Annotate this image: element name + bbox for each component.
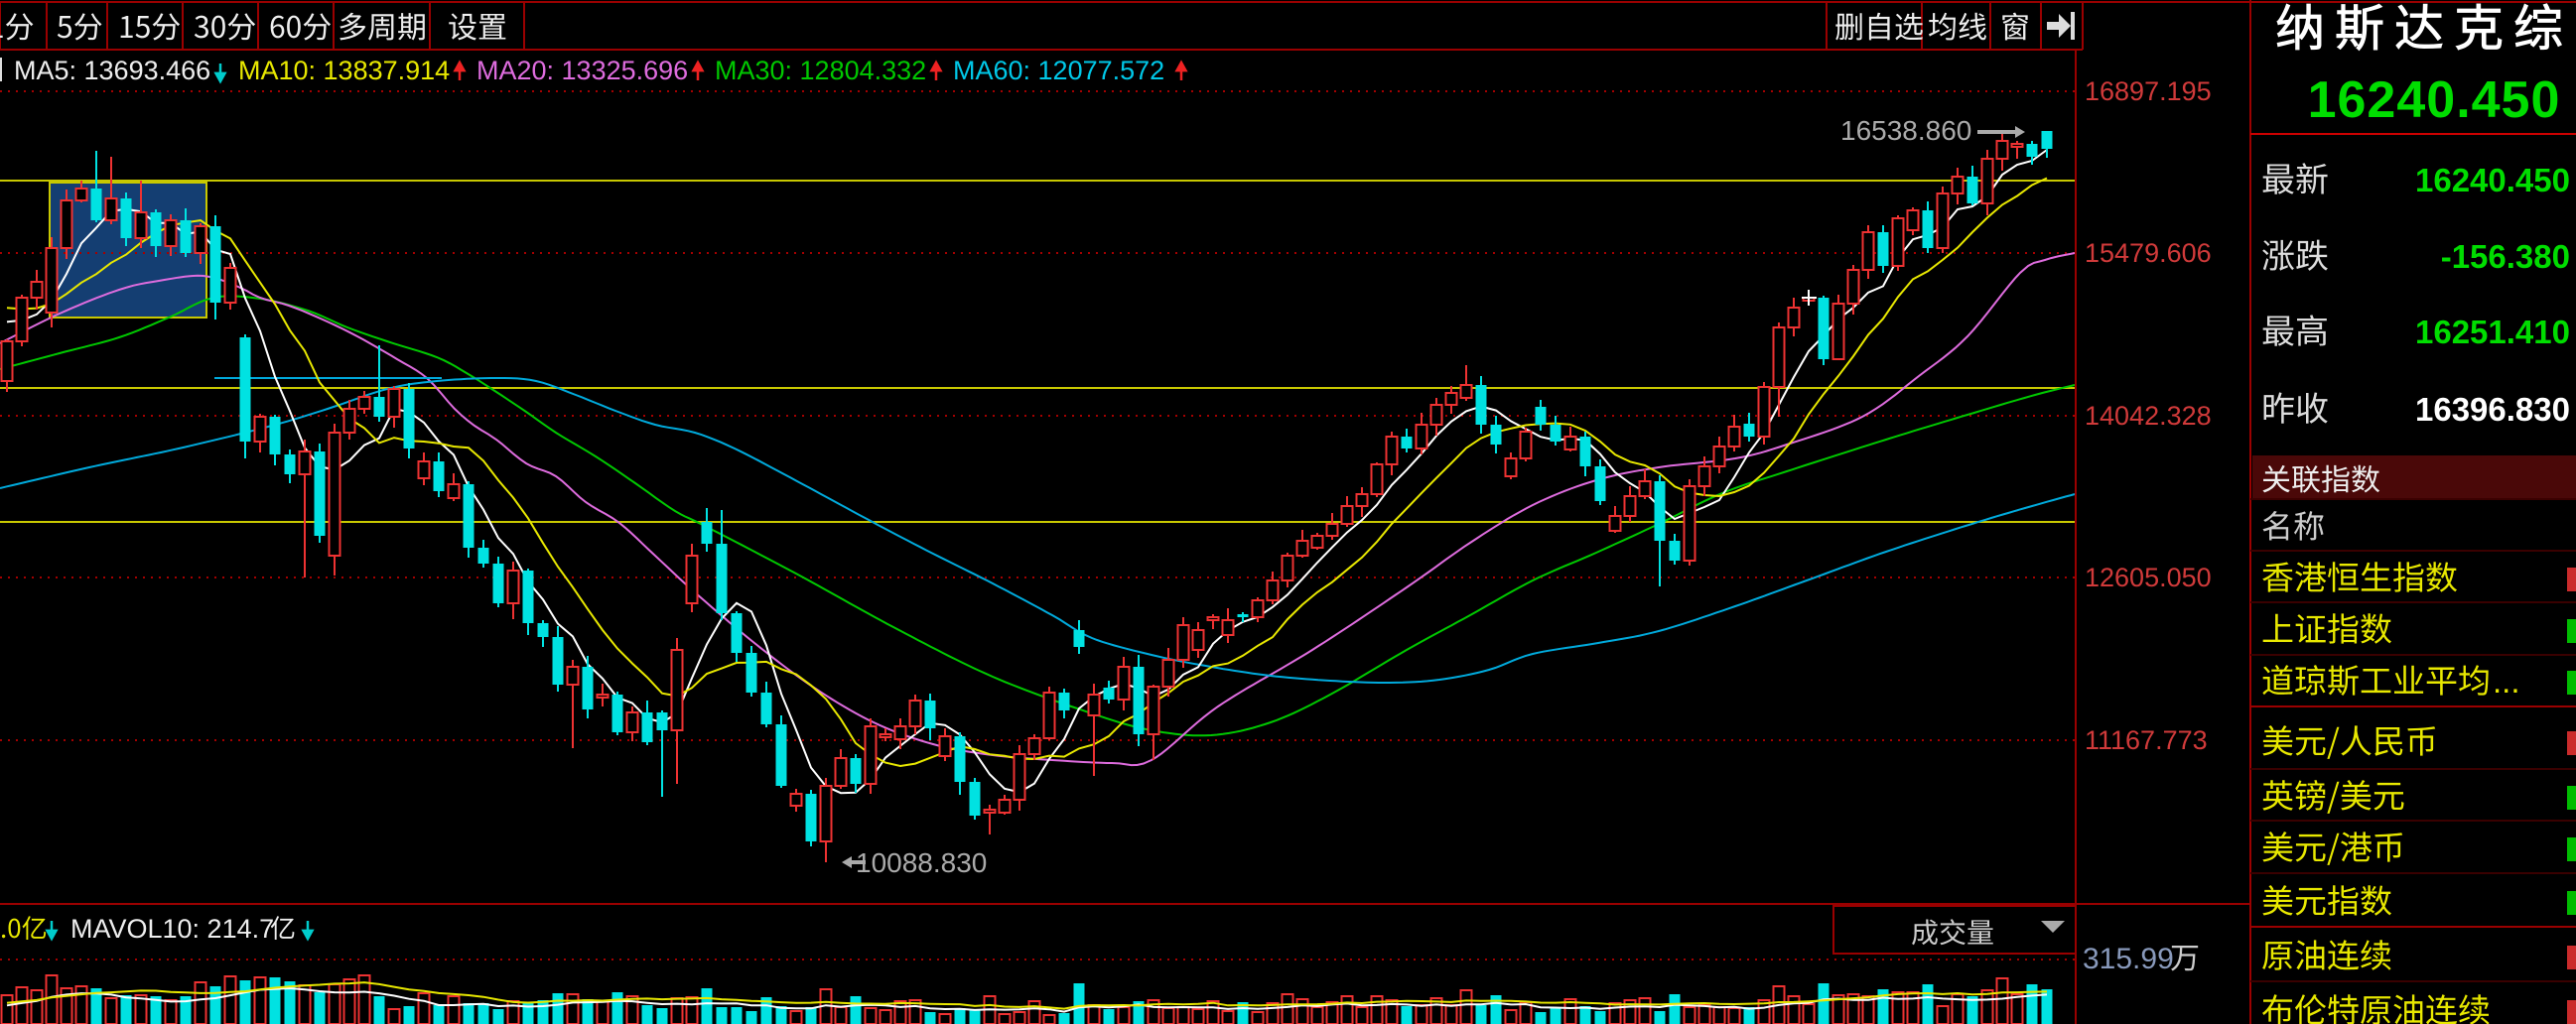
svg-text:MA30: 12804.332: MA30: 12804.332 — [715, 56, 926, 85]
svg-text:16251.410: 16251.410 — [2415, 314, 2570, 350]
svg-text:315.99: 315.99 — [2083, 943, 2174, 975]
svg-text:10088.830: 10088.830 — [856, 847, 987, 878]
svg-text:12605.050: 12605.050 — [2085, 563, 2212, 592]
svg-text:...: ... — [2493, 663, 2520, 700]
svg-text:11167.773: 11167.773 — [2085, 725, 2208, 755]
svg-text:16240.450: 16240.450 — [2415, 162, 2570, 198]
svg-text:14042.328: 14042.328 — [2085, 401, 2212, 431]
svg-text:-156.380: -156.380 — [2441, 238, 2570, 275]
svg-text:16897.195: 16897.195 — [2085, 76, 2212, 106]
svg-text:MA60: 12077.572: MA60: 12077.572 — [953, 56, 1164, 85]
svg-text:MAVOL10: 214.7: MAVOL10: 214.7 — [70, 914, 274, 944]
svg-text:15479.606: 15479.606 — [2085, 238, 2212, 268]
svg-text:MA20: 13325.696: MA20: 13325.696 — [476, 56, 688, 85]
svg-text:16538.860: 16538.860 — [1840, 115, 1971, 146]
svg-text:16240.450: 16240.450 — [2308, 71, 2561, 129]
svg-text:MA5: 13693.466: MA5: 13693.466 — [14, 56, 210, 85]
svg-text:MA10: 13837.914: MA10: 13837.914 — [238, 56, 450, 85]
svg-text:16396.830: 16396.830 — [2415, 391, 2570, 428]
